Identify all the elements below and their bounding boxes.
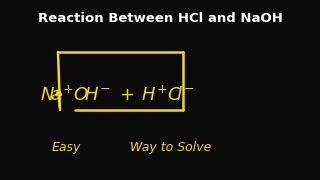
Text: $\it{N\!a}^{\!+}\!\it{O\!H}^{\!-}$$\,+\,$$\it{H}^{\!+}\!\it{C\!l}^{\!-}$: $\it{N\!a}^{\!+}\!\it{O\!H}^{\!-}$$\,+\,… (40, 85, 195, 105)
Text: Reaction Between HCl and NaOH: Reaction Between HCl and NaOH (37, 12, 283, 24)
Text: Easy: Easy (52, 141, 81, 154)
Text: Way to Solve: Way to Solve (130, 141, 212, 154)
